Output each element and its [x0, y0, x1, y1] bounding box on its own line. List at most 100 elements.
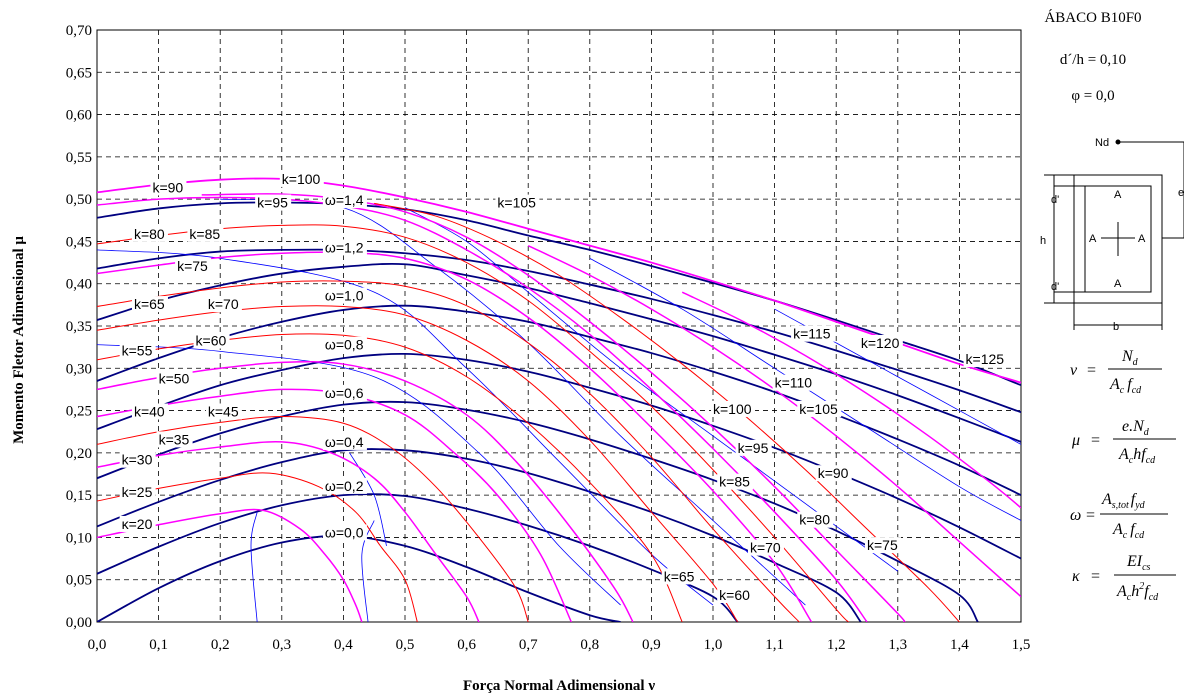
kappa-label: k=125 [966, 351, 1005, 367]
formula-omega-den: Ac fcd [1112, 521, 1145, 541]
formula-omega-num-f-sub: yd [1134, 500, 1145, 511]
kappa-label: k=120 [861, 335, 900, 351]
kappa-label: k=70 [208, 296, 239, 312]
kappa-label: k=60 [719, 587, 750, 603]
formula-kappa-lhs: κ [1072, 568, 1080, 585]
omega-label-bg [322, 336, 367, 353]
kappa-label: k=80 [134, 226, 165, 242]
transition-line [97, 249, 714, 606]
nd-point [1115, 139, 1121, 145]
kappa-label: k=65 [664, 568, 695, 584]
formula-kappa-den-a-sub: c [1127, 592, 1132, 603]
kappa-curve-30 [97, 440, 480, 622]
kappa-label: k=45 [208, 403, 239, 419]
y-tick-label: 0,05 [66, 573, 92, 589]
kappa-label: k=105 [799, 401, 838, 417]
nd-label: Nd [1095, 137, 1109, 149]
x-tick-label: 0,1 [149, 637, 168, 653]
formula-nu-eq: = [1087, 362, 1096, 379]
kappa-label: k=100 [713, 401, 752, 417]
formula-omega-num-a-sub: s,tot [1112, 500, 1129, 511]
kappa-curve-120 [681, 291, 1021, 509]
omega-curve-0 [97, 534, 621, 622]
formula-kappa-den-f: f [1144, 583, 1151, 600]
x-tick-label: 1,2 [827, 637, 846, 653]
omega-curve-0-4 [97, 448, 862, 622]
kappa-curve-50 [97, 361, 634, 622]
kappa-label-bg [858, 334, 903, 351]
kappa-label-bg [963, 351, 1008, 368]
formula-nu-num-main: N [1121, 348, 1134, 365]
kappa-curve-40 [97, 388, 573, 622]
cross-section-labels: Nd e d' d' h b A A A A [1040, 137, 1184, 333]
kappa-label: k=100 [282, 171, 321, 187]
kappa-label-bg [279, 170, 324, 187]
formula-nu-num-sub: d [1133, 357, 1139, 368]
formula-omega-eq: = [1086, 507, 1095, 524]
y-tick-label: 0,10 [66, 530, 92, 546]
kappa-curve-20 [97, 508, 363, 622]
kappa-label-bg [815, 465, 852, 482]
formula-omega-num-a: A [1101, 491, 1112, 508]
kappa-label-bg [156, 370, 193, 387]
omega-label: ω=1,0 [325, 288, 364, 304]
formula-nu-den-a: A [1109, 376, 1120, 393]
x-axis-title: Força Normal Adimensional ν [463, 678, 655, 694]
omega-label: ω=0,6 [325, 385, 364, 401]
formula-mu-den-a-sub: c [1129, 455, 1134, 466]
transition-line [589, 257, 1021, 521]
omega-label-bg [322, 477, 367, 494]
kappa-label: k=95 [738, 440, 769, 456]
omega-curve-1 [97, 304, 1021, 496]
kappa-label: k=110 [775, 375, 813, 391]
kappa-label-bg [131, 225, 168, 242]
formula-nu-num: Nd [1121, 348, 1139, 368]
axis-ticks: 0,0 0,1 0,2 0,3 0,4 0,5 0,6 0,7 0,8 0,9 1,0 1,1 1,2 1… [66, 23, 1031, 653]
y-axis-title: Momento Fletor Adimensional μ [11, 236, 27, 444]
omega-label-bg [322, 524, 367, 541]
omega-label: ω=0,8 [325, 337, 364, 353]
kappa-label: k=85 [719, 474, 750, 490]
kappa-label-bg [119, 483, 156, 500]
formula-kappa-den-f-sub: cd [1149, 592, 1159, 603]
kappa-label: k=115 [793, 326, 831, 342]
kappa-curve-90 [97, 196, 868, 622]
formula-mu-den: Achfcd [1118, 446, 1156, 466]
formula-omega: ω = As,tot fyd Ac fcd [1070, 491, 1168, 541]
kappa-curve-85 [97, 224, 849, 622]
formula-kappa: κ = EIcs Ach2fcd [1072, 553, 1176, 603]
x-tick-label: 1,4 [950, 637, 969, 653]
kappa-curve-35 [97, 415, 529, 622]
formula-kappa-den-h: h [1131, 583, 1139, 600]
kappa-label: k=50 [159, 371, 190, 387]
kappa-curve-25 [97, 472, 418, 622]
kappa-label-bg [865, 537, 901, 554]
formula-mu-num-main: e.N [1122, 418, 1145, 435]
kappa-label-bg [797, 400, 842, 417]
kappa-label: k=55 [122, 343, 153, 359]
kappa-label-bg [131, 403, 168, 420]
omega-label-bg [322, 192, 367, 209]
x-tick-label: 1,0 [704, 637, 723, 653]
formula-kappa-eq: = [1091, 568, 1100, 585]
y-tick-label: 0,00 [66, 615, 92, 631]
x-tick-label: 0,7 [519, 637, 538, 653]
formula-mu-num: e.Nd [1122, 418, 1150, 438]
h-label: h [1040, 235, 1046, 247]
panel-title: ÁBACO B10F0 [1044, 9, 1141, 26]
kappa-label: k=25 [122, 484, 153, 500]
kappa-label: k=75 [867, 537, 898, 553]
kappa-label-bg [205, 296, 242, 313]
formula-kappa-num: EIcs [1126, 553, 1151, 573]
y-tick-label: 0,55 [66, 150, 92, 166]
kappa-label: k=75 [177, 258, 208, 274]
kappa-label-bg [119, 515, 156, 532]
rebar-right-label: A [1138, 233, 1146, 245]
y-tick-label: 0,15 [66, 488, 92, 504]
y-tick-label: 0,40 [66, 277, 92, 293]
omega-label: ω=0,2 [325, 478, 364, 494]
formula-omega-lhs: ω [1070, 507, 1081, 524]
e-label: e [1178, 187, 1184, 199]
formula-kappa-den-a: A [1116, 583, 1127, 600]
kappa-label: k=95 [257, 195, 288, 211]
